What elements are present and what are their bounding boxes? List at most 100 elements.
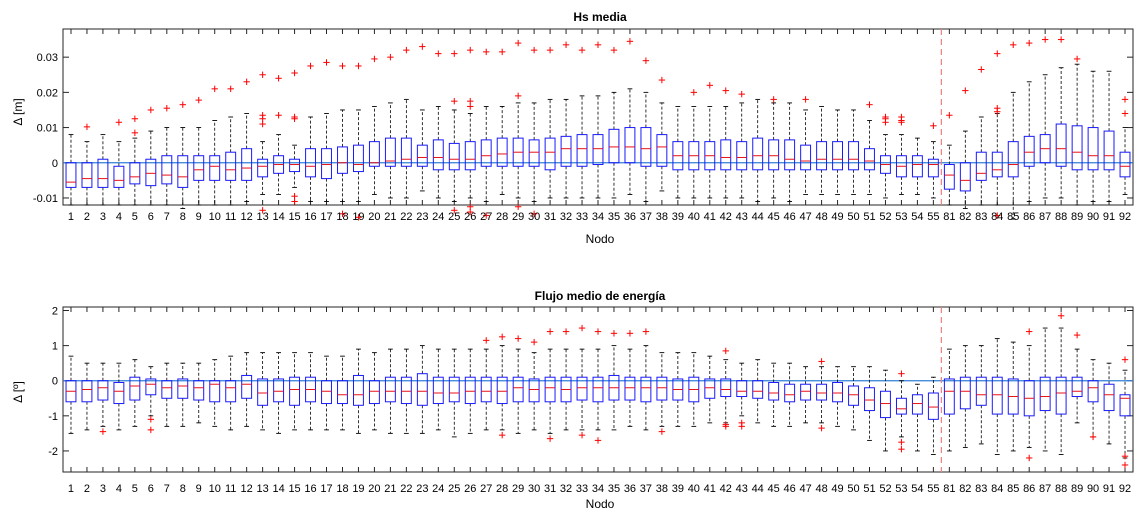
iqr-box [1023,135,1035,167]
box-89: 89 [1071,307,1083,495]
box-91: 91 [1103,29,1115,223]
box-29: 29 [512,307,524,495]
iqr-box [432,376,444,405]
iqr-box [337,146,348,174]
x-tick-label: 1 [68,483,74,495]
iqr-box [832,141,844,171]
x-tick-label: 50 [847,211,859,223]
box-27: 27 [480,29,492,223]
x-tick-label: 83 [975,483,987,495]
iqr-box [129,162,141,185]
x-tick-label: 39 [672,483,684,495]
x-tick-label: 26 [464,483,476,495]
y-tick-label: -1 [48,411,58,423]
x-tick-label: 48 [815,211,827,223]
outlier [131,115,139,122]
box-1: 1 [65,307,77,495]
box-22: 22 [400,29,412,223]
iqr-box [975,376,987,406]
outlier [578,431,586,439]
box-24: 24 [432,29,444,223]
x-tick-label: 52 [879,483,891,495]
iqr-box [257,158,269,178]
x-tick-label: 32 [560,211,572,223]
x-tick-label: 82 [959,211,971,223]
iqr-box [1103,383,1115,412]
outlier [259,207,266,214]
x-tick-label: 4 [116,483,122,495]
x-tick-label: 2 [84,483,90,495]
iqr-box [800,144,812,171]
box-31: 31 [544,29,556,223]
outlier [291,69,298,77]
outlier [658,428,666,435]
box-15: 15 [288,307,301,495]
iqr-box [448,142,460,171]
x-tick-label: 90 [1087,483,1099,495]
x-tick-label: 51 [863,483,875,495]
outlier [1073,55,1081,63]
x-tick-label: 30 [528,483,540,495]
box-12: 12 [241,29,253,223]
x-tick-label: 29 [512,211,524,223]
iqr-box [576,376,588,401]
outlier [610,330,618,337]
iqr-box [927,158,939,178]
outlier [498,333,506,341]
box-48: 48 [815,29,828,223]
x-tick-label: 4 [116,211,122,223]
box-12: 12 [241,307,253,495]
iqr-box [416,373,428,406]
iqr-box [911,394,923,415]
box-25: 25 [448,307,460,495]
x-tick-label: 88 [1055,211,1067,223]
outlier [594,328,602,335]
box-40: 40 [688,29,700,223]
box-44: 44 [752,307,764,495]
box-55: 55 [927,29,939,223]
outlier [147,106,155,114]
box-84: 84 [991,29,1003,223]
outlier [467,46,474,54]
iqr-box [209,380,221,403]
iqr-box [1103,130,1115,171]
box-82: 82 [959,307,971,495]
box-44: 44 [752,29,764,223]
box-85: 85 [1007,29,1019,223]
x-tick-label: 87 [1039,483,1051,495]
iqr-box [1071,376,1083,398]
box-25: 25 [448,29,460,223]
box-11: 11 [225,307,236,495]
x-tick-label: 92 [1119,483,1131,495]
box-40: 40 [688,307,700,495]
x-tick-label: 42 [720,211,732,223]
box-87: 87 [1039,29,1051,223]
outlier [722,87,729,94]
box-19: 19 [352,29,365,223]
outlier [451,50,458,57]
iqr-box [528,378,540,403]
x-tick-label: 85 [1007,483,1019,495]
x-tick-label: 12 [241,211,253,223]
iqr-box [384,376,396,403]
outlier [594,41,602,49]
box-14: 14 [272,29,285,223]
y-tick-label: 0.03 [37,52,58,64]
outlier [259,71,266,78]
iqr-box [576,134,588,167]
box-16: 16 [304,307,317,495]
iqr-box [273,378,285,403]
box-2: 2 [81,29,93,223]
outlier [291,113,298,121]
box-8: 8 [177,29,189,223]
x-tick-label: 20 [368,211,380,223]
x-tick-label: 32 [560,483,572,495]
iqr-box [608,128,620,164]
outlier [275,112,282,119]
outlier [179,101,186,108]
panel-title: Hs media [573,10,627,24]
iqr-box [736,141,748,171]
box-43: 43 [736,29,748,223]
x-tick-label: 48 [815,483,827,495]
panel-title: Flujo medio de energía [535,289,666,303]
